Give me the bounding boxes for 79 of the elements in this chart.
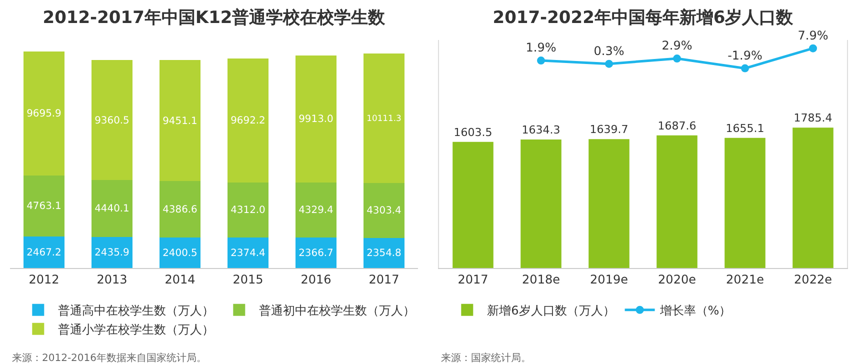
legend-label: 增长率（%） <box>658 304 732 318</box>
source-note: 来源：国家统计局。 <box>441 352 531 363</box>
x-tick-label: 2017 <box>458 272 488 286</box>
bar <box>160 237 200 268</box>
data-label: 7.9% <box>798 28 828 42</box>
x-tick-label: 2013 <box>96 272 128 286</box>
x-tick-label: 2012 <box>28 272 60 286</box>
bar <box>724 138 766 268</box>
data-label: 0.3% <box>594 44 624 58</box>
x-tick-label: 2014 <box>164 272 196 286</box>
x-tick-label: 2022e <box>794 272 832 286</box>
bar <box>228 182 268 238</box>
bar <box>160 60 200 182</box>
data-label: 2467.2 <box>26 247 62 258</box>
data-label: 1639.7 <box>590 123 628 136</box>
data-label: -1.9% <box>728 48 762 62</box>
bar <box>228 58 268 182</box>
data-label: 4329.4 <box>298 205 334 216</box>
bar <box>296 182 336 238</box>
bar <box>296 238 336 268</box>
data-label: 2354.8 <box>366 248 402 260</box>
legend-label: 普通高中在校学生数（万人） <box>58 304 214 318</box>
point <box>741 64 749 72</box>
bar <box>92 180 132 237</box>
point <box>673 54 681 63</box>
bar <box>364 53 404 183</box>
bar <box>24 51 64 176</box>
legend-label: 普通小学在校学生数（万人） <box>58 322 214 337</box>
data-label: 1785.4 <box>794 112 832 125</box>
bar <box>228 238 268 268</box>
data-label: 4312.0 <box>230 205 266 216</box>
data-label: 9695.9 <box>26 108 62 120</box>
bar <box>520 140 562 268</box>
bar <box>364 238 404 268</box>
bar <box>160 181 200 238</box>
bar <box>792 128 834 268</box>
data-label: 4386.6 <box>162 204 198 216</box>
point <box>605 60 613 68</box>
bar <box>656 135 698 268</box>
x-tick-label: 2019e <box>590 272 628 286</box>
x-tick-label: 2016 <box>300 272 332 286</box>
data-label: 2400.5 <box>162 248 198 259</box>
data-label: 10111.3 <box>366 112 402 123</box>
x-tick-label: 2017 <box>368 272 400 286</box>
data-label: 9451.1 <box>162 116 198 127</box>
legend-label: 新增6岁人口数（万人） <box>487 304 615 318</box>
bar <box>92 60 132 180</box>
x-tick-label: 2015 <box>232 272 264 286</box>
data-label: 2435.9 <box>94 248 130 259</box>
bar <box>24 175 64 236</box>
data-label: 2366.7 <box>298 248 334 260</box>
data-label: 4303.4 <box>366 206 402 216</box>
bar <box>588 139 630 268</box>
data-label: 1655.1 <box>726 122 764 135</box>
data-label: 9692.2 <box>230 116 266 127</box>
source-note: 来源：2012-2016年数据来自国家统计局。 <box>12 352 207 363</box>
chart-title: 2017-2022年中国每年新增6岁人口数 <box>492 8 794 28</box>
legend-label: 普通初中在校学生数（万人） <box>259 304 416 318</box>
x-tick-label: 2018e <box>522 272 560 286</box>
x-tick-label: 2021e <box>726 272 764 286</box>
data-label: 9360.5 <box>94 115 130 126</box>
data-label: 1687.6 <box>658 119 696 132</box>
data-label: 9913.0 <box>298 114 334 126</box>
data-label: 2374.4 <box>230 248 266 259</box>
bar <box>452 142 494 268</box>
bar <box>364 182 404 238</box>
point <box>537 56 545 65</box>
bar <box>296 55 336 182</box>
point <box>809 44 817 52</box>
data-label: 1.9% <box>526 40 556 55</box>
bar <box>92 236 132 268</box>
data-label: 1603.5 <box>454 126 492 139</box>
bar <box>24 236 64 268</box>
data-label: 4763.1 <box>26 201 62 212</box>
data-label: 1634.3 <box>522 124 560 137</box>
chart-title: 2012-2017年中国K12普通学校在校学生数 <box>42 6 386 28</box>
data-label: 2.9% <box>662 38 692 53</box>
data-label: 4440.1 <box>94 204 130 215</box>
x-tick-label: 2020e <box>658 272 696 286</box>
